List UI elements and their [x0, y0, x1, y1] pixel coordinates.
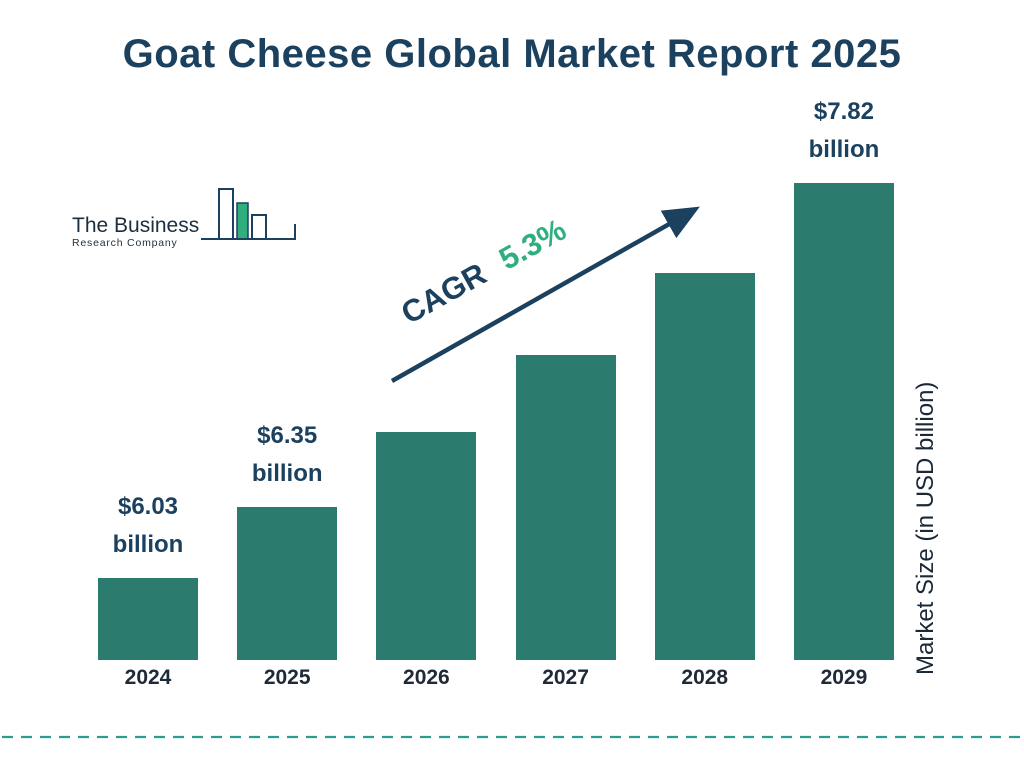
bar-chart-logo-icon: [201, 186, 297, 255]
bar-2026: [376, 432, 477, 660]
bar-value-label-2029: $7.82 billion: [808, 98, 880, 163]
dashed-divider: [0, 728, 1024, 746]
bar-value-label-2024: $6.03 billion: [112, 493, 184, 558]
x-tick-2029: 2029: [820, 666, 868, 689]
company-name-sub: Research Company: [72, 237, 178, 249]
x-tick-2024: 2024: [124, 666, 172, 689]
bar-column-2024: $6.03 billion: [88, 488, 208, 660]
x-tick-2027: 2027: [542, 666, 589, 689]
bar-2025: [237, 507, 338, 660]
x-tick-2025: 2025: [263, 666, 311, 689]
x-axis-labels: 2024 2025 2026 2027 2028 2029: [88, 666, 904, 690]
bar-column-2027: [506, 355, 626, 660]
bar-column-2025: $6.35 billion: [227, 417, 347, 660]
trend-arrow-icon: [372, 188, 717, 398]
bar-2024: [98, 578, 198, 660]
bar-column-2029: $7.82 billion: [784, 93, 904, 660]
bar-value-label-2025: $6.35 billion: [251, 422, 323, 487]
bar-chart: $6.03 billion $6.35 billion $7.82 billio…: [88, 93, 904, 660]
company-logo: The Business Research Company: [72, 186, 297, 255]
x-tick-2026: 2026: [403, 666, 450, 689]
bar-2029: [793, 183, 894, 660]
bar-2027: [515, 355, 616, 660]
x-tick-2028: 2028: [681, 666, 729, 689]
page-title: Goat Cheese Global Market Report 2025: [122, 32, 902, 76]
company-name: The Business: [72, 214, 200, 237]
bar-column-2028: [645, 273, 765, 660]
company-logo-text: The Business Research Company: [72, 214, 200, 250]
bar-column-2026: [366, 432, 486, 660]
y-axis-title: Market Size (in USD billion): [912, 381, 939, 675]
bar-2028: [654, 273, 755, 660]
